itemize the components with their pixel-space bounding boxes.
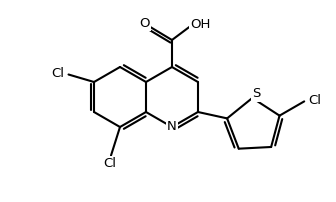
Text: Cl: Cl [51,67,64,80]
Text: O: O [139,17,150,30]
Text: OH: OH [190,18,210,31]
Text: Cl: Cl [103,157,117,170]
Text: S: S [252,87,260,100]
Text: Cl: Cl [309,94,322,107]
Text: N: N [167,121,177,134]
